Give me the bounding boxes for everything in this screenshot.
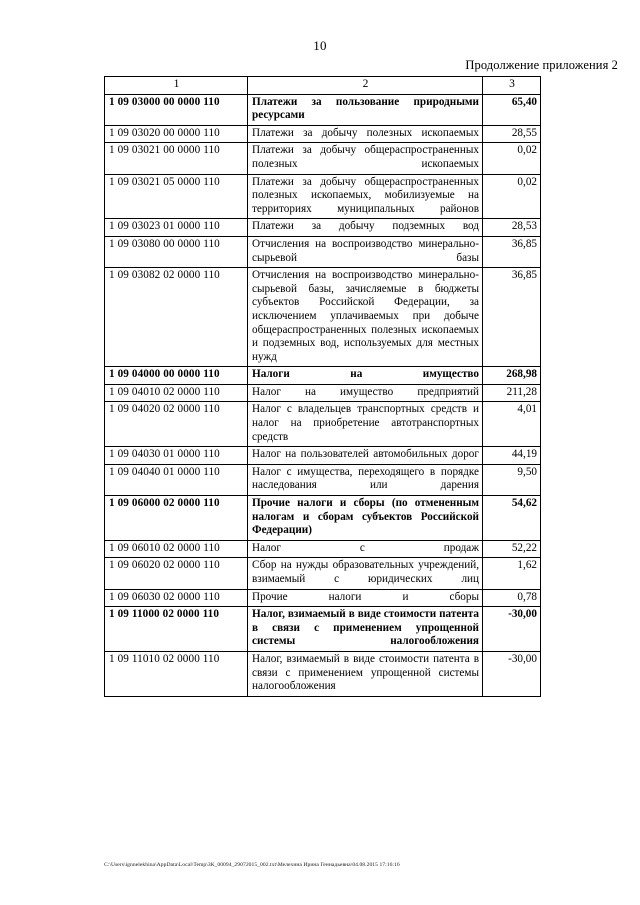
table-row: 1 09 03021 00 0000 110 Платежи за добычу … [104,142,541,175]
row-name: Налог, взимаемый в виде стоимости патент… [247,606,483,652]
table-body: 1 09 03000 00 0000 110 Платежи за пользов… [104,93,541,697]
table-row: 1 09 04030 01 0000 110 Налог на пользоват… [104,446,541,465]
table-row: 1 09 06030 02 0000 110 Прочие налоги и сб… [104,588,541,608]
row-amount: 52,22 [482,539,541,559]
row-name: Налог, взимаемый в виде стоимости патент… [247,650,483,697]
row-amount: 211,28 [482,383,541,403]
row-amount: 65,40 [482,93,541,126]
row-code: 1 09 06000 02 0000 110 [104,495,248,541]
table-row: 1 09 06000 02 0000 110 Прочие налоги и сб… [104,495,541,541]
table-row: 1 09 04000 00 0000 110 Налоги на имуществ… [104,366,541,385]
table-row: 1 09 11010 02 0000 110 Налог, взимаемый в… [104,650,541,697]
table-row: 1 09 04010 02 0000 110 Налог на имущество… [104,383,541,403]
row-name: Налог с владельцев транспортных средств … [247,401,483,448]
row-name: Налог с продаж [247,539,483,559]
budget-classification-table: 1 2 3 1 09 03000 00 0000 110 Платежи за п… [104,76,541,697]
row-amount: -30,00 [482,650,541,697]
row-code: 1 09 04030 01 0000 110 [104,446,248,465]
table-header-row: 1 2 3 [104,76,541,95]
table-row: 1 09 03080 00 0000 110 Отчисления на восп… [104,235,541,269]
row-amount: 0,02 [482,142,541,175]
row-amount: 54,62 [482,495,541,541]
table-row: 1 09 11000 02 0000 110 Налог, взимаемый в… [104,606,541,652]
table-row: 1 09 04040 01 0000 110 Налог с имущества,… [104,463,541,497]
row-amount: 9,50 [482,463,541,497]
row-code: 1 09 04000 00 0000 110 [104,366,248,385]
row-name: Прочие налоги и сборы (по отмененным нал… [247,495,483,541]
row-name: Платежи за добычу полезных ископаемых [247,124,483,144]
row-code: 1 09 11010 02 0000 110 [104,650,248,697]
column-header-1: 1 [104,76,248,95]
row-name: Отчисления на воспроизводство минерально… [247,267,483,368]
table-row: 1 09 06020 02 0000 110 Сбор на нужды обра… [104,557,541,590]
page-number: 10 [313,38,327,53]
table-row: 1 09 03023 01 0000 110 Платежи за добычу … [104,218,541,237]
row-code: 1 09 03082 02 0000 110 [104,267,248,368]
row-amount: 28,55 [482,124,541,144]
row-name: Платежи за пользование природными ресурс… [247,93,483,126]
row-name: Налог на пользователей автомобильных дор… [247,446,483,465]
row-code: 1 09 06030 02 0000 110 [104,588,248,608]
row-amount: 4,01 [482,401,541,448]
table-row: 1 09 03021 05 0000 110 Платежи за добычу … [104,173,541,220]
row-code: 1 09 06010 02 0000 110 [104,539,248,559]
row-code: 1 09 03020 00 0000 110 [104,124,248,144]
footer-file-path: C:\Users\ignnelekhina\AppData\Local\Temp… [104,862,400,868]
row-name: Платежи за добычу подземных вод [247,218,483,237]
row-code: 1 09 04010 02 0000 110 [104,383,248,403]
row-amount: 44,19 [482,446,541,465]
row-name: Платежи за добычу общераспространенных п… [247,142,483,175]
row-amount: 0,02 [482,173,541,220]
row-code: 1 09 03000 00 0000 110 [104,93,248,126]
table-row: 1 09 03000 00 0000 110 Платежи за пользов… [104,93,541,126]
column-header-3: 3 [482,76,541,95]
row-amount: 36,85 [482,267,541,368]
row-amount: 0,78 [482,588,541,608]
row-code: 1 09 04040 01 0000 110 [104,463,248,497]
row-amount: 268,98 [482,366,541,385]
table-row: 1 09 06010 02 0000 110 Налог с продаж 52,2… [104,539,541,559]
row-name: Прочие налоги и сборы [247,588,483,608]
row-code: 1 09 04020 02 0000 110 [104,401,248,448]
row-name: Налог с имущества, переходящего в порядк… [247,463,483,497]
row-code: 1 09 03021 05 0000 110 [104,173,248,220]
row-code: 1 09 06020 02 0000 110 [104,557,248,590]
row-code: 1 09 03023 01 0000 110 [104,218,248,237]
row-amount: -30,00 [482,606,541,652]
row-amount: 1,62 [482,557,541,590]
table-row: 1 09 03082 02 0000 110 Отчисления на восп… [104,267,541,368]
row-name: Налоги на имущество [247,366,483,385]
row-code: 1 09 03080 00 0000 110 [104,235,248,269]
continuation-label: Продолжение приложения 2 [465,58,618,72]
row-amount: 28,53 [482,218,541,237]
column-header-2: 2 [247,76,483,95]
row-code: 1 09 11000 02 0000 110 [104,606,248,652]
table-row: 1 09 04020 02 0000 110 Налог с владельцев… [104,401,541,448]
table-row: 1 09 03020 00 0000 110 Платежи за добычу … [104,124,541,144]
row-name: Налог на имущество предприятий [247,383,483,403]
row-code: 1 09 03021 00 0000 110 [104,142,248,175]
row-amount: 36,85 [482,235,541,269]
row-name: Отчисления на воспроизводство минерально… [247,235,483,269]
row-name: Сбор на нужды образовательных учреждений… [247,557,483,590]
row-name: Платежи за добычу общераспространенных п… [247,173,483,220]
